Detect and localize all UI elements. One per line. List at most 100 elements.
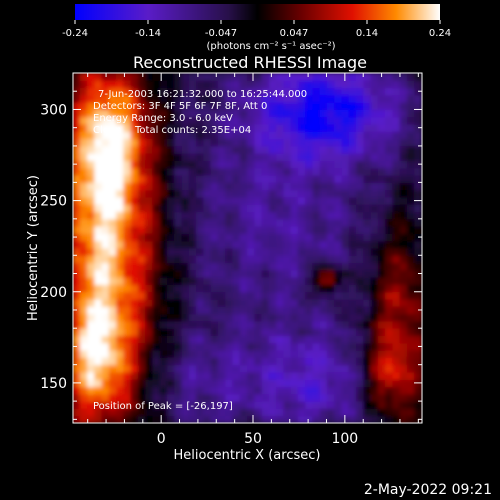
heatmap-cell bbox=[334, 174, 343, 183]
heatmap-cell bbox=[73, 218, 81, 227]
heatmap-cell bbox=[254, 327, 263, 336]
heatmap-cell bbox=[94, 152, 103, 161]
heatmap-cell bbox=[334, 298, 343, 307]
heatmap-cell bbox=[356, 407, 365, 417]
heatmap-cell bbox=[130, 167, 139, 176]
heatmap-cell bbox=[392, 196, 401, 205]
heatmap-cell bbox=[254, 386, 263, 395]
heatmap-cell bbox=[392, 335, 401, 344]
heatmap-cell bbox=[268, 138, 278, 147]
heatmap-cell bbox=[123, 181, 132, 191]
heatmap-cell bbox=[145, 313, 154, 322]
heatmap-cell bbox=[377, 181, 387, 191]
heatmap-cell bbox=[101, 218, 110, 227]
heatmap-cell bbox=[297, 254, 307, 264]
heatmap-cell bbox=[73, 276, 81, 285]
heatmap-cell bbox=[87, 342, 96, 351]
heatmap-cell bbox=[108, 313, 118, 322]
heatmap-cell bbox=[87, 79, 96, 89]
heatmap-cell bbox=[73, 240, 81, 249]
heatmap-cell bbox=[276, 371, 285, 380]
heatmap-cell bbox=[305, 247, 314, 256]
heatmap-cell bbox=[196, 123, 205, 132]
heatmap-cell bbox=[123, 138, 132, 147]
heatmap-cell bbox=[312, 415, 321, 423]
heatmap-cell bbox=[174, 415, 183, 423]
heatmap-cell bbox=[312, 196, 321, 205]
heatmap-cell bbox=[232, 130, 241, 140]
heatmap-cell bbox=[268, 356, 278, 366]
heatmap-cell bbox=[276, 364, 285, 373]
heatmap-cell bbox=[414, 116, 422, 125]
heatmap-cell bbox=[305, 254, 314, 264]
heatmap-cell bbox=[297, 415, 307, 423]
heatmap-cell bbox=[225, 218, 234, 227]
heatmap-cell bbox=[94, 349, 103, 358]
heatmap-cell bbox=[159, 130, 169, 140]
heatmap-cell bbox=[152, 101, 161, 110]
heatmap-cell bbox=[73, 79, 81, 89]
heatmap-cell bbox=[326, 356, 336, 366]
heatmap-cell bbox=[137, 327, 147, 336]
heatmap-cell bbox=[181, 160, 190, 169]
heatmap-cell bbox=[254, 145, 263, 154]
heatmap-cell bbox=[94, 87, 103, 96]
heatmap-cell bbox=[239, 160, 248, 169]
heatmap-cell bbox=[94, 327, 103, 336]
heatmap-cell bbox=[116, 123, 125, 132]
heatmap-cell bbox=[297, 269, 307, 278]
heatmap-cell bbox=[341, 87, 350, 96]
heatmap-cell bbox=[283, 320, 292, 329]
heatmap-cell bbox=[217, 254, 227, 264]
heatmap-cell bbox=[392, 130, 401, 140]
heatmap-cell bbox=[73, 393, 81, 402]
heatmap-cell bbox=[305, 400, 314, 409]
heatmap-cell bbox=[406, 298, 416, 307]
heatmap-cell bbox=[268, 393, 278, 402]
heatmap-cell bbox=[181, 356, 190, 366]
heatmap-cell bbox=[210, 254, 219, 264]
heatmap-cell bbox=[377, 189, 387, 198]
heatmap-cell bbox=[399, 160, 408, 169]
heatmap-cell bbox=[290, 94, 299, 103]
heatmap-cell bbox=[254, 232, 263, 242]
heatmap-cell bbox=[406, 378, 416, 388]
heatmap-cell bbox=[87, 283, 96, 293]
heatmap-cell bbox=[399, 116, 408, 125]
heatmap-cell bbox=[145, 335, 154, 344]
heatmap-cell bbox=[232, 335, 241, 344]
total-counts-text: Total counts: 2.35E+04 bbox=[134, 125, 251, 136]
heatmap-cell bbox=[94, 386, 103, 395]
heatmap-cell bbox=[167, 130, 176, 140]
heatmap-cell bbox=[341, 313, 350, 322]
heatmap-cell bbox=[101, 349, 110, 358]
heatmap-cell bbox=[276, 291, 285, 300]
heatmap-cell bbox=[392, 276, 401, 285]
heatmap-cell bbox=[348, 254, 358, 264]
heatmap-cell bbox=[268, 386, 278, 395]
heatmap-cell bbox=[406, 371, 416, 380]
heatmap-cell bbox=[334, 276, 343, 285]
heatmap-cell bbox=[145, 276, 154, 285]
heatmap-cell bbox=[254, 269, 263, 278]
heatmap-cell bbox=[326, 152, 336, 161]
heatmap-cell bbox=[167, 225, 176, 234]
heatmap-cell bbox=[312, 335, 321, 344]
heatmap-cell bbox=[247, 152, 256, 161]
heatmap-cell bbox=[210, 79, 219, 89]
heatmap-cell bbox=[145, 320, 154, 329]
heatmap-cell bbox=[203, 393, 212, 402]
heatmap-cell bbox=[79, 152, 89, 161]
heatmap-cell bbox=[167, 305, 176, 315]
heatmap-cell bbox=[210, 386, 219, 395]
heatmap-cell bbox=[210, 73, 219, 81]
heatmap-cell bbox=[87, 196, 96, 205]
heatmap-cell bbox=[348, 196, 358, 205]
heatmap-cell bbox=[145, 87, 154, 96]
heatmap-cell bbox=[406, 73, 416, 81]
heatmap-cell bbox=[73, 335, 81, 344]
heatmap-cell bbox=[137, 364, 147, 373]
heatmap-cell bbox=[348, 160, 358, 169]
heatmap-cell bbox=[232, 400, 241, 409]
heatmap-cell bbox=[399, 356, 408, 366]
